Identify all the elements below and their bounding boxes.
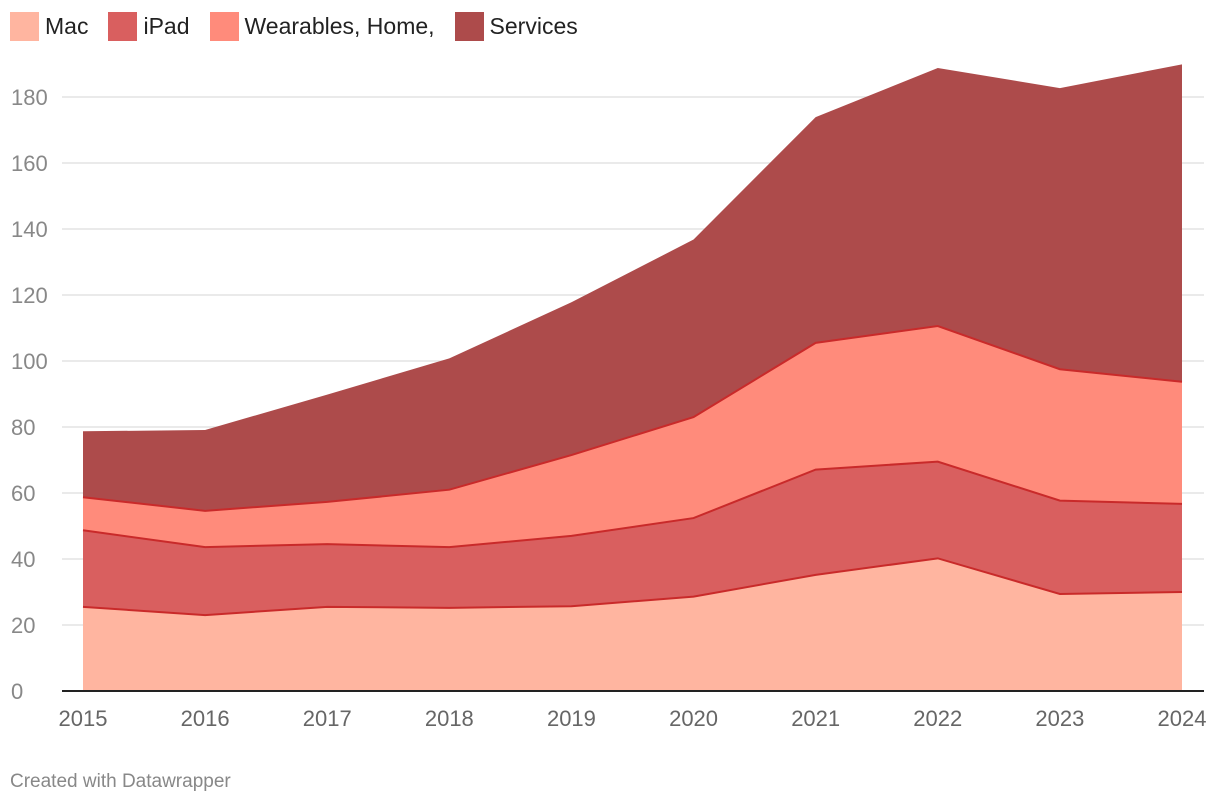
x-tick-label-2022: 2022 [913, 706, 962, 731]
boundary-line-ipad [82, 460, 1183, 549]
legend: Mac iPad Wearables, Home, Services [10, 12, 598, 41]
legend-item-mac: Mac [10, 12, 88, 41]
legend-swatch-ipad [108, 12, 138, 41]
x-tick-label-2021: 2021 [791, 706, 840, 731]
legend-label-ipad: iPad [143, 13, 190, 39]
y-tick-label-40: 40 [11, 547, 35, 572]
x-tick-label-2019: 2019 [547, 706, 596, 731]
legend-swatch-mac [10, 12, 39, 41]
x-tick-label-2024: 2024 [1158, 706, 1207, 731]
boundary-line-wearables-home [82, 324, 1183, 512]
legend-swatch-services [454, 12, 484, 41]
boundary-line-mac [82, 557, 1183, 617]
area-mac [83, 558, 1182, 691]
x-tick-label-2015: 2015 [59, 706, 108, 731]
legend-label-wearables: Wearables, Home, [244, 13, 435, 39]
x-tick-label-2016: 2016 [181, 706, 230, 731]
legend-swatch-wearables [209, 12, 239, 41]
legend-item-ipad: iPad [108, 12, 190, 41]
legend-item-wearables: Wearables, Home, [209, 12, 435, 41]
y-tick-label-140: 140 [11, 217, 48, 242]
y-tick-label-20: 20 [11, 613, 35, 638]
x-tick-label-2020: 2020 [669, 706, 718, 731]
legend-label-mac: Mac [45, 13, 89, 39]
y-tick-label-100: 100 [11, 349, 48, 374]
area-services [83, 64, 1182, 511]
x-tick-label-2023: 2023 [1035, 706, 1084, 731]
y-tick-label-180: 180 [11, 85, 48, 110]
y-tick-label-60: 60 [11, 481, 35, 506]
credit-text: Created with Datawrapper [10, 771, 231, 792]
x-tick-label-2017: 2017 [303, 706, 352, 731]
x-tick-label-2018: 2018 [425, 706, 474, 731]
y-tick-label-120: 120 [11, 283, 48, 308]
legend-label-services: Services [489, 13, 578, 39]
area-ipad [83, 461, 1182, 616]
y-tick-label-80: 80 [11, 415, 35, 440]
y-tick-label-160: 160 [11, 151, 48, 176]
y-tick-label-0: 0 [11, 679, 23, 704]
legend-item-services: Services [454, 12, 578, 41]
